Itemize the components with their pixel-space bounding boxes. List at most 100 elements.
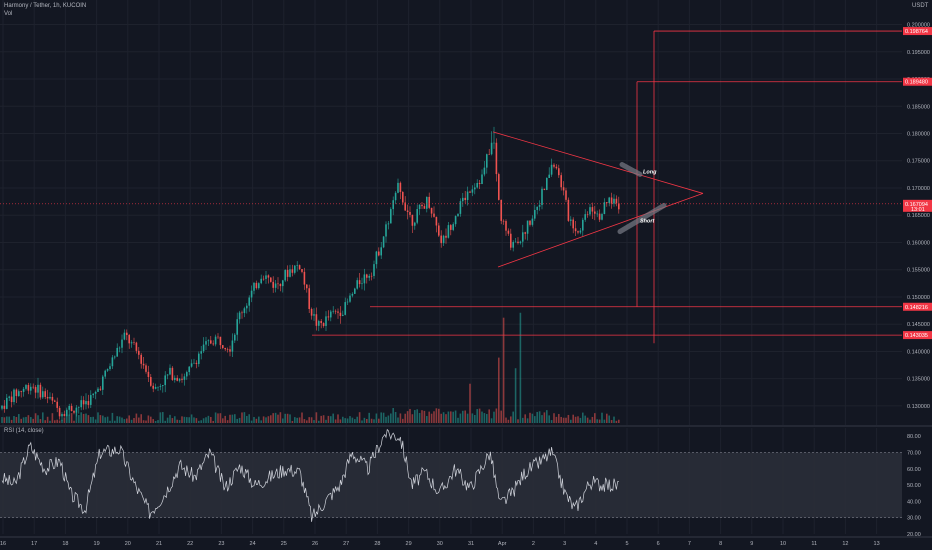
candle-body	[289, 269, 291, 277]
volume-bar	[267, 416, 270, 423]
candle-body	[284, 269, 286, 281]
level-price-label-bg	[903, 331, 932, 340]
candle-body	[260, 278, 262, 284]
candle-body	[267, 275, 270, 278]
level-price-label: 0.148216	[905, 305, 928, 311]
volume-bar	[555, 416, 558, 423]
candle-body	[519, 241, 522, 243]
candle-body	[594, 211, 596, 214]
candle-body	[25, 385, 27, 389]
volume-bar	[118, 416, 121, 423]
candle-body	[344, 302, 346, 315]
candle-body	[366, 274, 368, 278]
volume-bar	[570, 419, 572, 423]
volume-bar	[330, 416, 332, 423]
volume-bar	[404, 413, 406, 423]
candle-body	[330, 311, 332, 318]
last-price-label-time: 13:01	[911, 207, 925, 213]
volume-bar	[517, 419, 519, 423]
candle-body	[54, 400, 56, 402]
candle-body	[466, 191, 469, 201]
rsi-tick-label: 40.00	[907, 499, 921, 505]
candle-body	[154, 387, 157, 389]
price-tick-label: 0.130000	[907, 404, 930, 410]
volume-bar	[440, 413, 442, 423]
rsi-tick-label: 80.00	[907, 434, 921, 440]
volume-bar	[450, 411, 452, 423]
candle-body	[418, 204, 421, 210]
time-tick-label: 10	[780, 541, 786, 547]
candle-body	[517, 241, 519, 243]
candle-body	[10, 396, 13, 403]
volume-bar	[514, 368, 517, 423]
volume-bar	[13, 416, 15, 423]
candle-body	[20, 391, 22, 392]
price-tick-label: 0.195000	[907, 50, 930, 56]
volume-bar	[289, 414, 291, 423]
candle-body	[157, 386, 159, 388]
candle-body	[92, 393, 94, 396]
volume-bar	[454, 410, 457, 423]
volume-bar	[562, 417, 565, 423]
volume-bar	[20, 418, 22, 423]
candle-body	[246, 305, 248, 309]
rsi-tick-label: 20.00	[907, 532, 921, 538]
price-tick-label: 0.145000	[907, 322, 930, 328]
volume-bar	[426, 416, 428, 423]
candle-body	[49, 396, 51, 399]
volume-bar	[238, 417, 241, 423]
candle-body	[178, 378, 181, 381]
candle-body	[61, 414, 63, 417]
candle-body	[195, 362, 198, 364]
volume-bar	[42, 412, 44, 423]
volume-bar	[346, 418, 349, 423]
volume-bar	[102, 415, 104, 423]
candle-body	[102, 376, 104, 390]
volume-bar	[253, 417, 255, 423]
candle-body	[18, 391, 20, 397]
candle-body	[399, 182, 402, 192]
volume-bar	[231, 414, 234, 423]
volume-bar	[241, 412, 243, 423]
volume-bar	[498, 357, 500, 423]
candle-body	[13, 389, 15, 403]
time-tick-label: 2	[532, 541, 535, 547]
candle-body	[222, 345, 224, 348]
candle-body	[610, 197, 613, 204]
volume-bar	[284, 413, 286, 423]
volume-bar	[178, 420, 181, 423]
price-tick-label: 0.150000	[907, 295, 930, 301]
volume-label[interactable]: Vol	[4, 11, 13, 17]
candle-body	[349, 295, 351, 302]
candle-body	[171, 367, 174, 380]
volume-bar	[186, 417, 188, 423]
volume-bar	[529, 412, 531, 423]
candle-body	[411, 214, 414, 226]
time-tick-label: 18	[62, 541, 68, 547]
rsi-pane	[0, 428, 902, 522]
volume-bar	[493, 411, 495, 423]
volume-bar	[243, 412, 246, 423]
candle-body	[210, 340, 212, 344]
candle-body	[550, 164, 553, 175]
volume-bar	[272, 413, 274, 423]
candle-body	[56, 401, 58, 408]
volume-bar	[219, 413, 222, 423]
volume-bar	[61, 419, 63, 423]
rsi-label[interactable]: RSI (14, close)	[4, 428, 44, 434]
volume-bar	[30, 417, 32, 423]
volume-bar	[510, 416, 512, 423]
candle-body	[241, 312, 243, 314]
candle-body	[301, 268, 303, 272]
candle-body	[68, 406, 70, 410]
volume-bar	[594, 413, 596, 423]
candle-body	[198, 353, 200, 364]
candle-body	[212, 343, 214, 345]
symbol-title[interactable]: Harmony / Tether, 1h, KUCOIN	[4, 3, 87, 9]
candle-body	[250, 290, 253, 298]
candle-body	[46, 396, 49, 399]
drawings[interactable]: Long Short	[0, 30, 902, 344]
volume-bar	[406, 411, 409, 423]
candle-body	[138, 350, 140, 355]
